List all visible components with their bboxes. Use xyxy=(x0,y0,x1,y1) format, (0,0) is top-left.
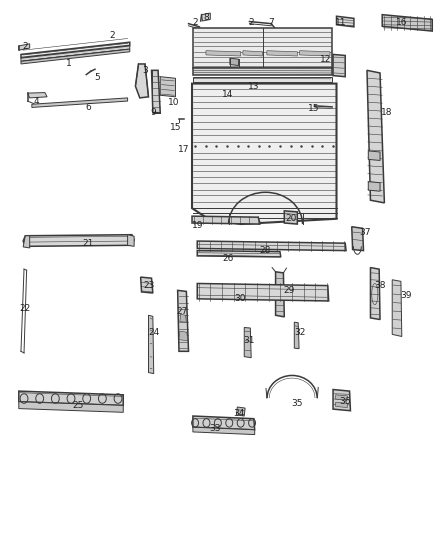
Text: 1: 1 xyxy=(66,59,72,68)
Text: 4: 4 xyxy=(33,96,39,106)
Polygon shape xyxy=(352,227,364,251)
Text: 2: 2 xyxy=(192,18,198,27)
Polygon shape xyxy=(19,44,30,50)
Polygon shape xyxy=(300,51,330,56)
Text: 12: 12 xyxy=(320,55,331,64)
Text: 26: 26 xyxy=(222,254,233,263)
Text: 2: 2 xyxy=(110,31,115,41)
Polygon shape xyxy=(368,151,380,160)
Polygon shape xyxy=(392,280,402,336)
Polygon shape xyxy=(135,64,148,98)
Polygon shape xyxy=(21,42,130,58)
Text: 5: 5 xyxy=(94,73,100,82)
Text: 27: 27 xyxy=(177,307,188,316)
Text: 17: 17 xyxy=(178,146,190,155)
Text: 30: 30 xyxy=(234,294,246,303)
Text: 13: 13 xyxy=(248,82,260,91)
Polygon shape xyxy=(193,77,332,82)
Polygon shape xyxy=(28,93,47,98)
Polygon shape xyxy=(336,395,347,400)
Polygon shape xyxy=(336,402,347,408)
Text: 8: 8 xyxy=(203,13,209,22)
Text: 2: 2 xyxy=(249,18,254,27)
Polygon shape xyxy=(243,51,262,56)
Polygon shape xyxy=(267,51,297,56)
Text: 35: 35 xyxy=(292,399,303,408)
Text: 9: 9 xyxy=(151,108,157,117)
Polygon shape xyxy=(19,402,123,413)
Text: 33: 33 xyxy=(209,424,220,433)
Polygon shape xyxy=(237,407,245,416)
Polygon shape xyxy=(294,322,299,349)
Polygon shape xyxy=(23,236,30,248)
Polygon shape xyxy=(206,51,241,56)
Polygon shape xyxy=(127,235,134,246)
Text: 19: 19 xyxy=(191,221,203,230)
Text: 21: 21 xyxy=(83,239,94,248)
Text: 36: 36 xyxy=(339,397,351,406)
Polygon shape xyxy=(21,49,130,64)
Polygon shape xyxy=(367,70,385,203)
Polygon shape xyxy=(382,14,432,31)
Polygon shape xyxy=(244,327,251,358)
Text: 6: 6 xyxy=(85,103,91,112)
Polygon shape xyxy=(201,13,210,21)
Polygon shape xyxy=(192,84,336,224)
Polygon shape xyxy=(333,54,345,77)
Polygon shape xyxy=(152,70,160,113)
Text: 20: 20 xyxy=(285,214,297,223)
Text: 28: 28 xyxy=(259,246,270,255)
Text: 39: 39 xyxy=(400,291,412,300)
Polygon shape xyxy=(230,58,239,66)
Text: 10: 10 xyxy=(168,98,179,107)
Text: 14: 14 xyxy=(222,90,233,99)
Polygon shape xyxy=(197,251,281,257)
Polygon shape xyxy=(197,241,346,251)
Text: 11: 11 xyxy=(335,18,346,27)
Text: 3: 3 xyxy=(142,66,148,75)
Polygon shape xyxy=(371,268,380,319)
Text: 38: 38 xyxy=(374,280,386,289)
Text: 15: 15 xyxy=(308,104,320,113)
Text: 7: 7 xyxy=(268,18,274,27)
Polygon shape xyxy=(179,331,187,341)
Text: 24: 24 xyxy=(148,328,159,337)
Polygon shape xyxy=(276,272,284,317)
Text: 2: 2 xyxy=(22,42,28,51)
Text: 22: 22 xyxy=(20,304,31,313)
Text: 29: 29 xyxy=(283,286,294,295)
Polygon shape xyxy=(148,316,154,374)
Polygon shape xyxy=(19,391,123,406)
Text: 15: 15 xyxy=(170,123,181,132)
Text: 23: 23 xyxy=(144,280,155,289)
Polygon shape xyxy=(160,77,176,97)
Text: 34: 34 xyxy=(233,409,244,418)
Polygon shape xyxy=(192,216,260,224)
Polygon shape xyxy=(21,46,130,61)
Polygon shape xyxy=(193,427,254,434)
Polygon shape xyxy=(336,16,354,27)
Polygon shape xyxy=(23,235,134,246)
Polygon shape xyxy=(193,416,254,430)
Text: 31: 31 xyxy=(244,336,255,345)
Polygon shape xyxy=(141,277,153,293)
Text: 32: 32 xyxy=(294,328,305,337)
Polygon shape xyxy=(284,211,297,224)
Text: 18: 18 xyxy=(381,108,392,117)
Text: 37: 37 xyxy=(359,228,371,237)
Polygon shape xyxy=(178,290,188,351)
Polygon shape xyxy=(180,314,186,322)
Polygon shape xyxy=(333,390,350,411)
Polygon shape xyxy=(193,28,332,68)
Polygon shape xyxy=(193,68,332,75)
Polygon shape xyxy=(32,98,127,108)
Polygon shape xyxy=(197,284,328,301)
Text: 16: 16 xyxy=(396,18,407,27)
Text: 25: 25 xyxy=(72,401,83,410)
Polygon shape xyxy=(368,182,380,191)
